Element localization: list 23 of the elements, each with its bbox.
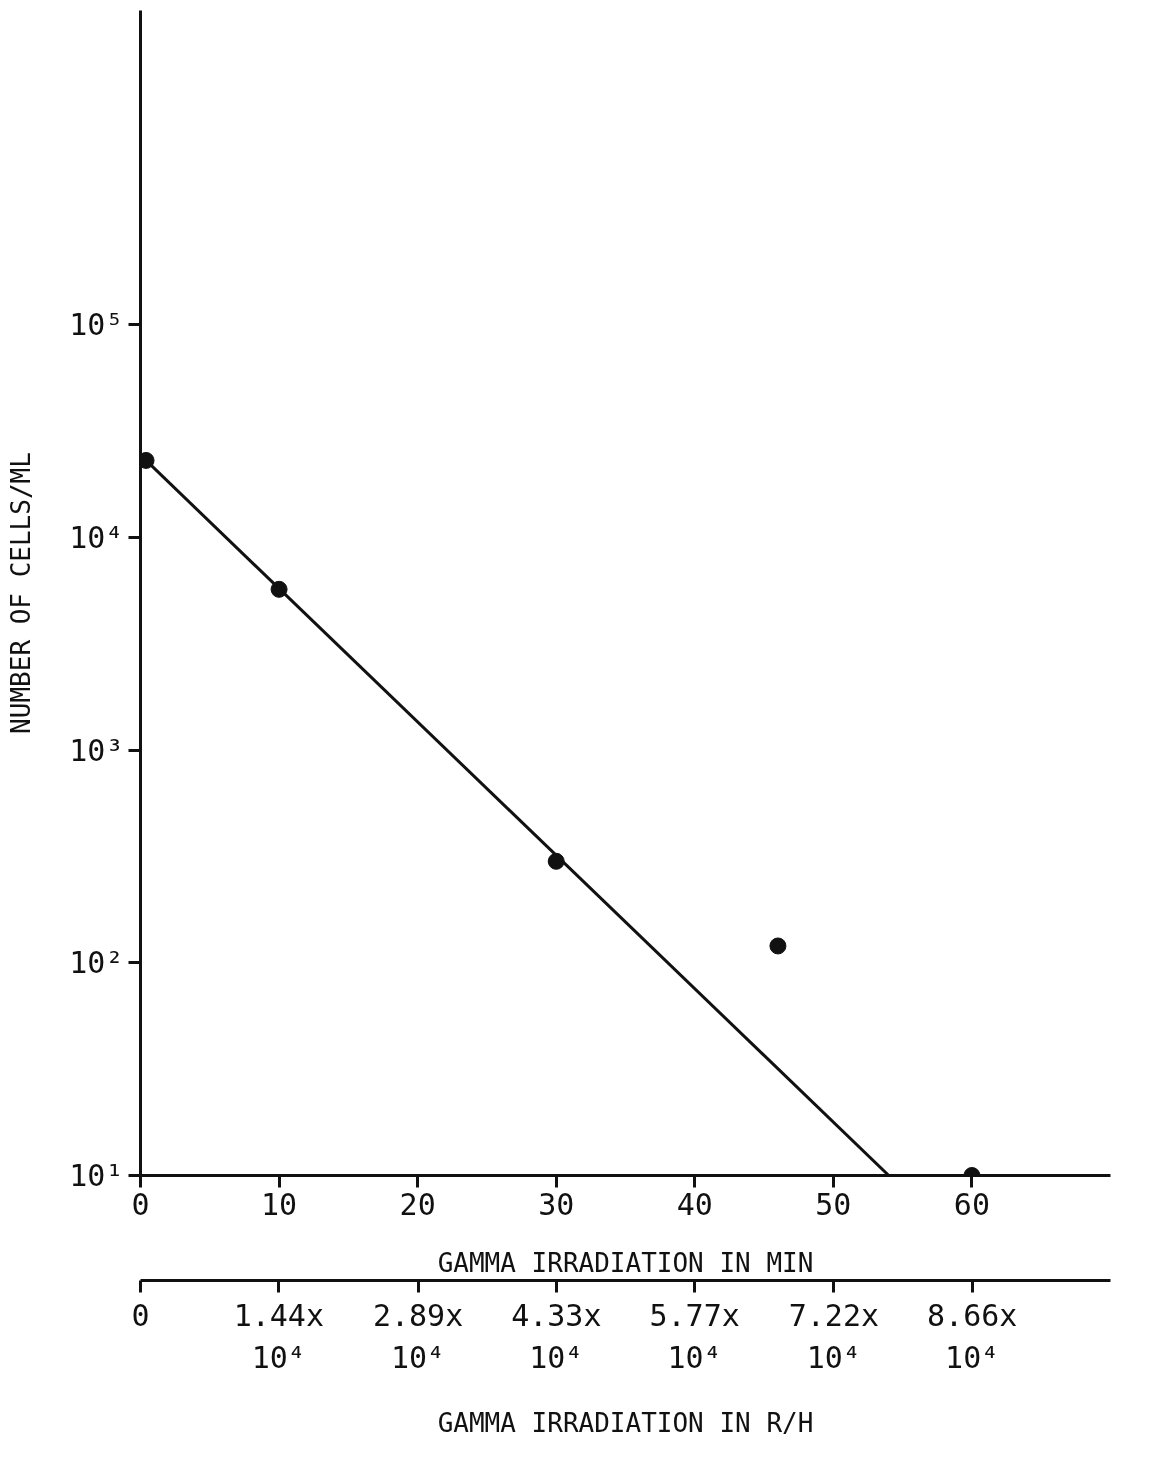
y-tick-label: 10⁵ [69,307,124,343]
y-tick-label: 10⁴ [69,519,124,555]
x-tick-label: 10 [261,1186,298,1222]
x-tick-label: 0 [131,1186,150,1222]
x-axis-title: GAMMA IRRADIATION IN MIN [437,1247,814,1278]
x2-tick-label: 8.66x 10⁴ [927,1297,1018,1375]
x-tick-label: 50 [815,1186,852,1222]
point [769,937,787,955]
x-tick-label: 40 [676,1186,713,1222]
x2-axis-title: GAMMA IRRADIATION IN R/H [437,1407,814,1438]
x-tick-label: 30 [538,1186,575,1222]
x2-tick-label: 2.89x 10⁴ [372,1297,464,1375]
x2-tick-label: 4.33x 10⁴ [511,1297,602,1375]
x2-tick-label: 7.22x 10⁴ [788,1297,880,1375]
x2-tick-label: 5.77x 10⁴ [649,1297,740,1375]
x-tick-label: 60 [953,1186,990,1222]
y-tick-label: 10¹ [69,1158,124,1193]
y-tick-label: 10² [69,945,124,981]
x-tick-label: 20 [399,1186,436,1222]
x2-tick-label: 0 [131,1297,150,1333]
x2-tick-label: 1.44x 10⁴ [233,1297,324,1375]
y-tick-label: 10³ [69,732,124,768]
y-axis-title: NUMBER OF CELLS/ML [6,452,37,734]
